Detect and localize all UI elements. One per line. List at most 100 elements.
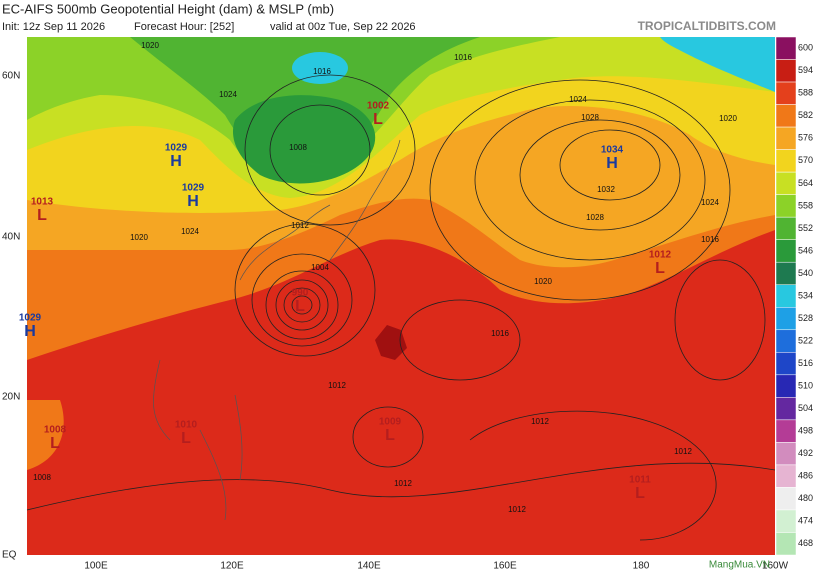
center-pressure: 1029 [182, 183, 205, 194]
center-type: H [170, 153, 182, 170]
center-type: L [181, 430, 191, 447]
isobar-label: 1016 [454, 53, 472, 62]
colorbar-label: 576 [798, 133, 813, 143]
isobar-label: 1020 [534, 277, 552, 286]
center-type: L [50, 435, 60, 452]
isobar-label: 1024 [181, 227, 199, 236]
colorbar-swatch [775, 36, 797, 60]
lat-label: EQ [2, 550, 17, 561]
colorbar-label: 588 [798, 88, 813, 98]
center-type: L [295, 298, 305, 315]
colorbar-label: 540 [798, 268, 813, 278]
lon-label: 100E [84, 561, 108, 572]
colorbar-swatch [775, 329, 797, 353]
center-type: L [37, 207, 47, 224]
center-pressure: 990 [292, 288, 309, 299]
colorbar-swatch [775, 216, 797, 240]
colorbar-label: 528 [798, 313, 813, 323]
center-type: L [655, 260, 665, 277]
lon-label: 160E [493, 561, 517, 572]
colorbar-swatch [775, 374, 797, 398]
colorbar-swatch [775, 194, 797, 218]
colorbar-label: 534 [798, 290, 813, 300]
center-type: H [187, 193, 199, 210]
colorbar-label: 594 [798, 65, 813, 75]
colorbar-swatch [775, 352, 797, 376]
center-pressure: 1010 [175, 420, 198, 431]
map-background [27, 37, 775, 555]
lat-label: 40N [2, 232, 20, 243]
center-pressure: 1009 [379, 417, 402, 428]
colorbar-label: 558 [798, 200, 813, 210]
colorbar-label: 510 [798, 380, 813, 390]
site: TROPICALTIDBITS.COM [638, 19, 776, 33]
isobar-label: 1012 [394, 479, 412, 488]
center-pressure: 1029 [165, 143, 188, 154]
lon-label: 120E [220, 561, 244, 572]
colorbar-swatch [775, 487, 797, 511]
center-type: L [373, 111, 383, 128]
lat-label: 60N [2, 71, 20, 82]
colorbar-swatch [775, 464, 797, 488]
isobar-label: 1004 [311, 263, 329, 272]
isobar-label: 1016 [491, 329, 509, 338]
colorbar-label: 516 [798, 358, 813, 368]
isobar-label: 1020 [130, 233, 148, 242]
init: Init: 12z Sep 11 2026 [2, 21, 105, 33]
isobar-label: 1012 [328, 381, 346, 390]
lat-label: 20N [2, 392, 20, 403]
colorbar-label: 474 [798, 516, 813, 526]
isobar-label: 1016 [313, 67, 331, 76]
colorbar-label: 498 [798, 426, 813, 436]
watermark: MangMua.VN [709, 560, 770, 571]
forecast-hour: Forecast Hour: [252] [134, 21, 234, 33]
isobar-label: 1012 [674, 447, 692, 456]
colorbar-label: 480 [798, 493, 813, 503]
isobar-label: 1024 [219, 90, 237, 99]
isobar-label: 1012 [531, 417, 549, 426]
title: EC-AIFS 500mb Geopotential Height (dam) … [2, 1, 334, 16]
colorbar-swatch [775, 126, 797, 150]
colorbar-swatch [775, 81, 797, 105]
center-pressure: 1011 [629, 475, 651, 486]
colorbar-label: 492 [798, 448, 813, 458]
lon-label: 180 [633, 561, 650, 572]
center-pressure: 1013 [31, 197, 54, 208]
colorbar-label: 546 [798, 245, 813, 255]
lon-label: 140E [357, 561, 381, 572]
coastlines [153, 139, 401, 521]
isobar-label: 1012 [291, 221, 309, 230]
center-pressure: 1034 [601, 145, 624, 156]
lon-label: 160W [762, 561, 789, 572]
isobar-label: 1024 [569, 95, 587, 104]
center-type: H [606, 155, 618, 172]
isobar-label: 1020 [719, 114, 737, 123]
colorbar-swatch [775, 239, 797, 263]
isobars [26, 74, 776, 541]
isobar-label: 1020 [141, 41, 159, 50]
colorbar-label: 522 [798, 335, 813, 345]
colorbar-swatch [775, 419, 797, 443]
isobar-label: 1028 [581, 113, 599, 122]
colorbar-label: 570 [798, 155, 813, 165]
isobar-label: 1032 [597, 185, 615, 194]
colorbar-swatch [775, 509, 797, 533]
center-pressure: 1002 [367, 101, 390, 112]
isobar-label: 1016 [701, 235, 719, 244]
isobar-label: 1024 [701, 198, 719, 207]
isobar-label: 1008 [33, 473, 51, 482]
colorbar-swatch [775, 307, 797, 331]
colorbar-swatch [775, 261, 797, 285]
colorbar-label: 486 [798, 471, 813, 481]
colorbar-swatch [775, 171, 797, 195]
center-pressure: 1008 [44, 425, 67, 436]
colorbar-label: 564 [798, 178, 813, 188]
valid-time: valid at 00z Tue, Sep 22 2026 [270, 21, 416, 33]
center-type: L [635, 485, 645, 502]
isobar-label: 1028 [586, 213, 604, 222]
center-pressure: 1029 [19, 313, 42, 324]
colorbar-swatch [775, 59, 797, 83]
colorbar-swatch [775, 532, 797, 556]
colorbar-label: 504 [798, 403, 813, 413]
